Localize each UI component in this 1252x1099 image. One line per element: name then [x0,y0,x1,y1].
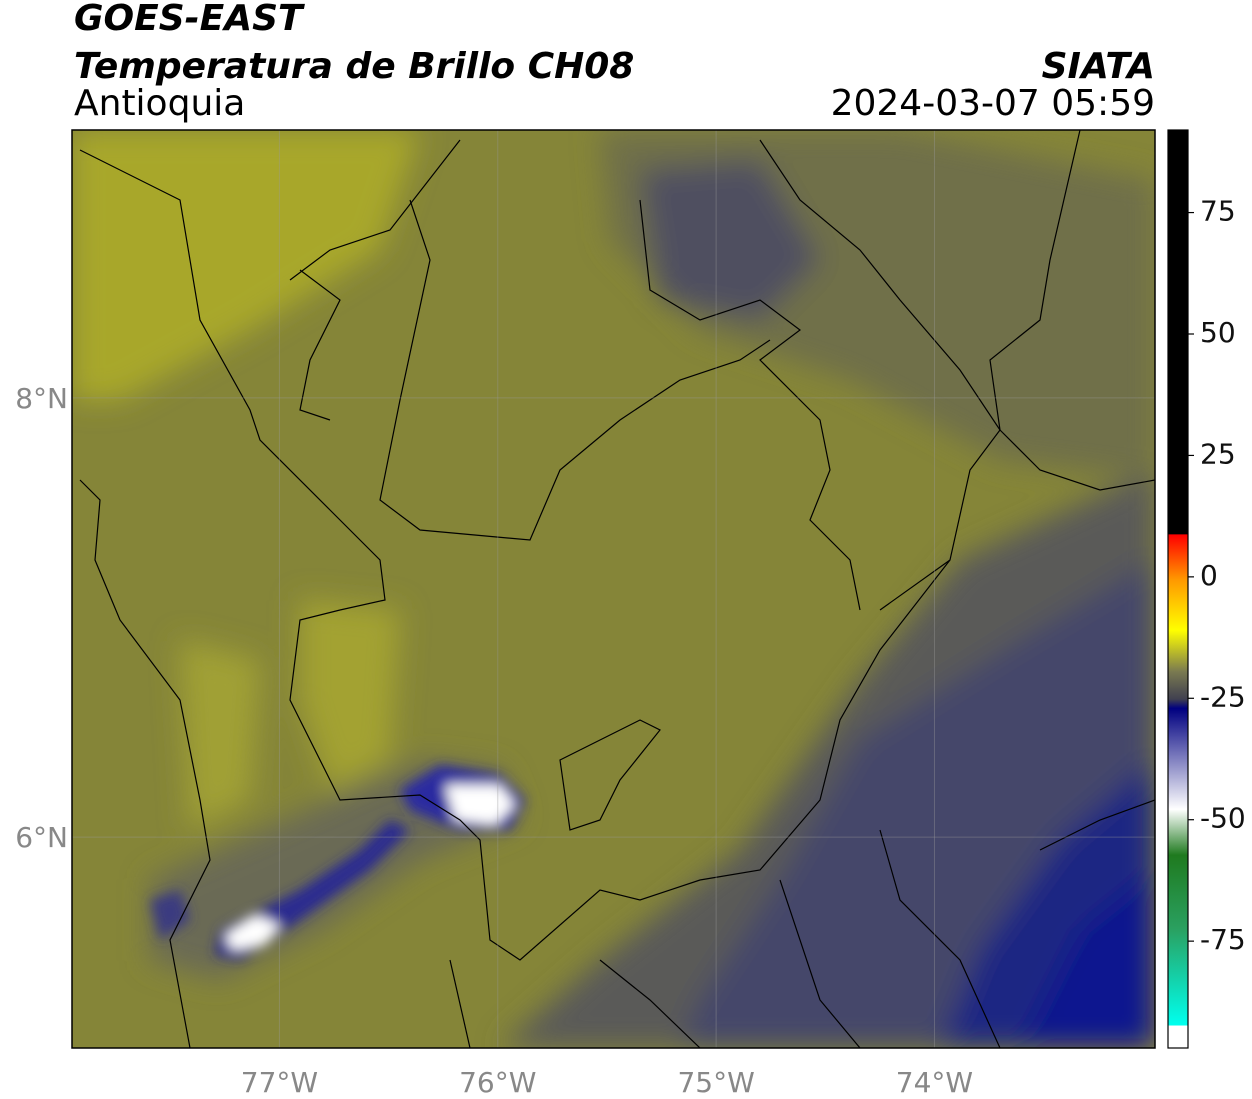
source: SIATA [1042,46,1155,87]
colorbar [1167,129,1189,1049]
x-tick-label: 74°W [896,1066,973,1099]
x-tick-label: 75°W [677,1066,754,1099]
map-frame [71,129,1156,1049]
colorbar-tick-label: -50 [1200,802,1246,835]
colorbar-tick-label: 50 [1200,316,1236,349]
map-image [72,130,1155,1048]
colorbar-tick-label: -25 [1200,680,1246,713]
x-tick-label: 76°W [459,1066,536,1099]
colorbar-tick-label: -75 [1200,923,1246,956]
datetime: 2024-03-07 05:59 [831,83,1155,124]
y-tick-label: 6°N [15,821,68,854]
subtitle: Temperatura de Brillo CH08 [74,46,634,87]
y-tick-label: 8°N [15,382,68,415]
colorbar-tick-label: 0 [1200,559,1218,592]
x-tick-label: 77°W [241,1066,318,1099]
boundaries [79,130,1155,1048]
title: GOES-EAST [74,0,305,39]
colorbar-tick-label: 75 [1200,195,1236,228]
region: Antioquia [74,83,245,124]
colorbar-tick-label: 25 [1200,437,1236,470]
axes: 77°W 76°W 75°W 74°W 8°N 6°N 75 50 25 0 -25 -50 -75 [15,195,1246,1099]
graticule [72,130,1155,1048]
